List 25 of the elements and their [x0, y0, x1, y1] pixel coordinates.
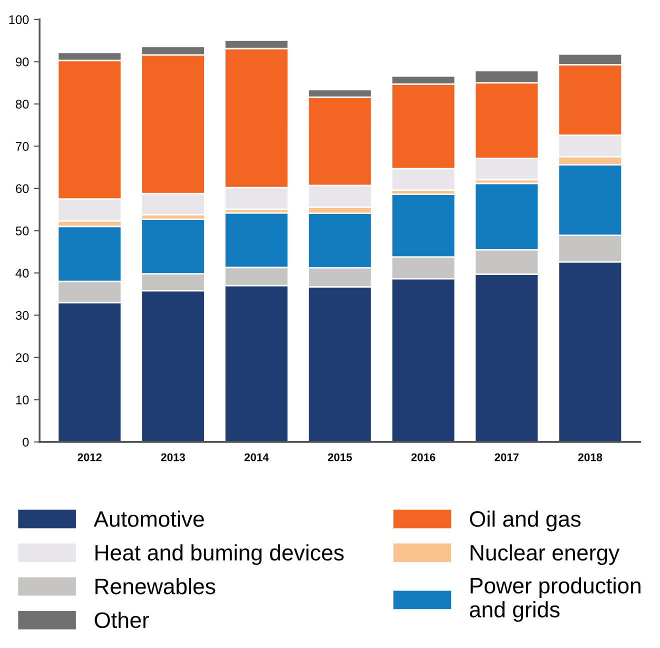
- legend-label: Nuclear energy: [470, 544, 620, 565]
- x-tick-label: 2018: [578, 453, 602, 462]
- x-tick-label: 2014: [244, 453, 269, 462]
- x-tick-label: 2017: [494, 453, 519, 462]
- y-tick-label: 80: [16, 100, 29, 109]
- y-tick-label: 100: [9, 15, 29, 24]
- y-tick-label: 10: [16, 395, 29, 404]
- x-tick-label: 2012: [78, 453, 102, 462]
- y-tick-label: 40: [16, 268, 29, 278]
- legend-label: Oil and gas: [470, 510, 581, 532]
- legend-label: Renewables: [96, 578, 216, 594]
- legend-label: Power production and grids: [470, 577, 640, 622]
- y-tick-label: 0: [22, 438, 29, 447]
- legend-label: Heat and buming devices: [96, 544, 344, 565]
- x-tick-label: 2013: [161, 453, 186, 462]
- y-tick-label: 70: [16, 142, 29, 151]
- y-tick-label: 20: [16, 353, 29, 362]
- y-tick-label: 90: [16, 57, 29, 66]
- legend-label: Automotive: [94, 510, 204, 527]
- x-tick-label: 2016: [411, 453, 436, 462]
- y-tick-label: 50: [16, 226, 29, 236]
- y-tick-label: 60: [16, 184, 29, 194]
- y-tick-label: 30: [16, 310, 29, 320]
- legend-label: Other: [94, 612, 149, 628]
- x-tick-label: 2015: [328, 453, 352, 462]
